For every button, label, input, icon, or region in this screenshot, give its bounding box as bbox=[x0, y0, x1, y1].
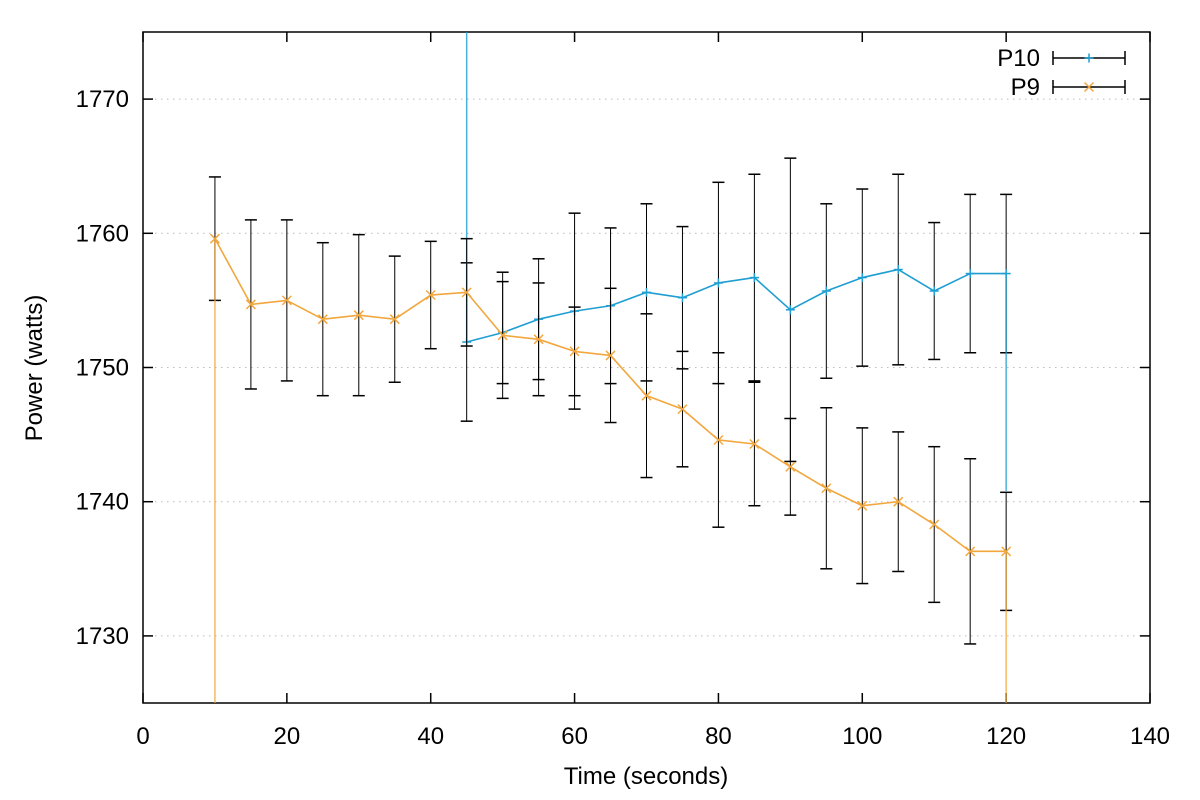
point-marker bbox=[425, 290, 436, 301]
legend-label: P9 bbox=[1011, 74, 1040, 101]
x-tick-label: 60 bbox=[561, 723, 588, 750]
point-marker bbox=[641, 390, 652, 401]
point-marker bbox=[389, 314, 400, 325]
x-tick-label: 120 bbox=[986, 723, 1026, 750]
y-tick-label: 1740 bbox=[76, 489, 129, 516]
point-marker bbox=[857, 500, 868, 511]
point-marker bbox=[893, 496, 904, 507]
point-marker bbox=[713, 434, 724, 445]
point-marker bbox=[929, 519, 940, 530]
point-marker bbox=[569, 346, 580, 357]
plot-border-and-ticks: 0 20 40 60 80 100 120 140 1730 1740 1750 1760 1770 bbox=[76, 31, 1170, 750]
point-marker bbox=[533, 334, 544, 345]
y-tick-label: 1750 bbox=[76, 355, 129, 382]
legend-label: P10 bbox=[997, 45, 1040, 72]
y-tick-label: 1770 bbox=[76, 86, 129, 113]
series-p9 bbox=[208, 176, 1013, 703]
point-marker bbox=[785, 461, 796, 472]
x-tick-label: 100 bbox=[842, 723, 882, 750]
x-tick-label: 20 bbox=[274, 723, 301, 750]
x-tick-label: 80 bbox=[705, 723, 732, 750]
x-axis-label: Time (seconds) bbox=[564, 763, 728, 790]
point-marker bbox=[965, 546, 976, 557]
x-tick-label: 40 bbox=[417, 723, 444, 750]
point-marker bbox=[245, 299, 256, 310]
point-marker bbox=[281, 295, 292, 306]
legend-entry-p10: P10 bbox=[997, 45, 1126, 72]
point-marker bbox=[497, 330, 508, 341]
series-p10 bbox=[460, 32, 1013, 491]
point-marker bbox=[821, 483, 832, 494]
point-marker bbox=[209, 233, 220, 244]
point-marker bbox=[1001, 546, 1012, 557]
point-marker bbox=[1083, 81, 1095, 93]
point-marker bbox=[749, 438, 760, 450]
point-marker bbox=[605, 350, 616, 361]
y-tick-label: 1760 bbox=[76, 220, 129, 247]
x-tick-label: 140 bbox=[1130, 723, 1170, 750]
point-marker bbox=[461, 287, 472, 298]
y-axis-label: Power (watts) bbox=[21, 295, 48, 442]
series-line bbox=[466, 268, 1007, 343]
point-marker bbox=[317, 314, 328, 325]
x-tick-label: 0 bbox=[136, 723, 149, 750]
legend-entry-p9: P9 bbox=[1011, 74, 1126, 101]
point-marker bbox=[353, 310, 364, 321]
data-series bbox=[208, 32, 1013, 703]
point-marker bbox=[677, 404, 688, 415]
y-tick-label: 1730 bbox=[76, 623, 129, 650]
